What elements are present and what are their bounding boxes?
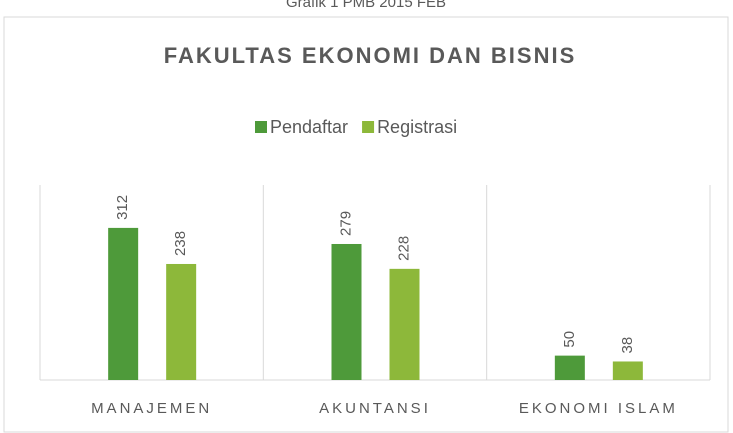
data-label: 50 xyxy=(561,331,578,348)
data-label: 312 xyxy=(114,195,131,220)
data-label: 228 xyxy=(395,236,412,261)
legend-swatch xyxy=(255,121,267,133)
bar xyxy=(612,361,643,380)
x-tick-label: EKONOMI ISLAM xyxy=(519,400,678,417)
data-label: 38 xyxy=(619,337,636,354)
bar xyxy=(331,243,362,380)
chart-subtitle: Grafik 1 PMB 2015 FEB xyxy=(286,0,446,11)
legend-label: Pendaftar xyxy=(270,117,348,137)
x-tick-label: AKUNTANSI xyxy=(319,400,431,417)
bar xyxy=(166,263,197,380)
x-tick-label: MANAJEMEN xyxy=(91,400,212,417)
bar xyxy=(389,268,420,380)
data-label: 238 xyxy=(172,231,189,256)
legend-swatch xyxy=(362,121,375,133)
bar xyxy=(108,227,139,380)
legend-label: Registrasi xyxy=(377,117,457,137)
chart-title: FAKULTAS EKONOMI DAN BISNIS xyxy=(164,43,577,68)
bar xyxy=(554,355,585,380)
data-label: 279 xyxy=(337,211,354,236)
